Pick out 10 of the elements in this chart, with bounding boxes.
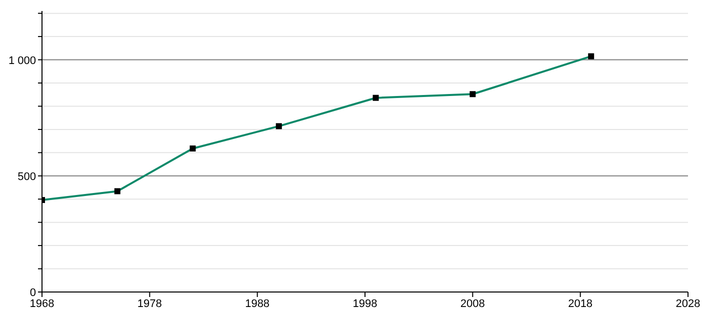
y-tick-label: 0 bbox=[30, 287, 36, 299]
x-tick-label: 2018 bbox=[568, 298, 593, 310]
x-tick-label: 2028 bbox=[676, 298, 700, 310]
x-tick-label: 1978 bbox=[137, 298, 162, 310]
x-tick-label: 2008 bbox=[460, 298, 485, 310]
y-tick-label: 1 000 bbox=[8, 54, 36, 67]
x-tick-label: 1998 bbox=[352, 298, 378, 310]
y-tick-label: 500 bbox=[18, 170, 36, 183]
x-tick-label: 1968 bbox=[30, 298, 54, 310]
x-tick-label: 1988 bbox=[245, 298, 270, 310]
